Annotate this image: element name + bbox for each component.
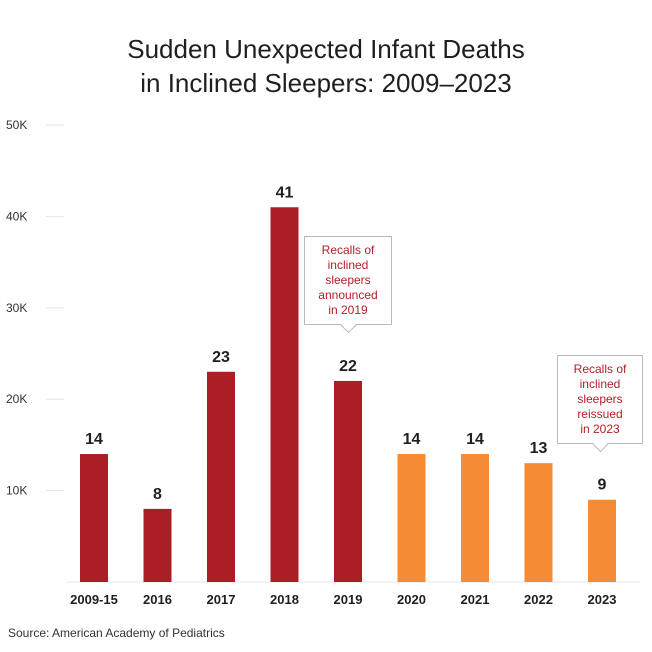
- y-tick-label: 30K: [6, 301, 27, 315]
- x-tick-label-2023: 2023: [588, 592, 617, 607]
- callout-2019-line-1: Recalls of: [321, 243, 375, 257]
- y-tick-label: 20K: [6, 392, 27, 406]
- data-label-2018: 41: [276, 184, 294, 201]
- bar-2020: [397, 454, 426, 582]
- data-label-2023: 9: [598, 477, 607, 494]
- bar-2019: [334, 380, 362, 582]
- callout-2019-line-5: in 2019: [328, 303, 368, 317]
- bar-2022: [524, 463, 553, 582]
- callout-2023-line-4: reissued: [577, 407, 623, 421]
- title-line-2: in Inclined Sleepers: 2009–2023: [140, 68, 512, 98]
- bar-2017: [207, 371, 235, 582]
- data-label-2021: 14: [466, 431, 484, 448]
- title-line-1: Sudden Unexpected Infant Deaths: [127, 34, 525, 64]
- data-label-2020: 14: [403, 431, 421, 448]
- callout-2023-line-2: inclined: [579, 377, 621, 391]
- y-tick-label: 50K: [6, 118, 27, 132]
- x-tick-label-2020: 2020: [397, 592, 426, 607]
- callout-2019-line-3: sleepers: [325, 273, 371, 287]
- callout-2019-line-2: inclined: [327, 258, 369, 272]
- data-label-2009-15: 14: [85, 431, 103, 448]
- x-tick-label-2021: 2021: [461, 592, 490, 607]
- x-tick-label-2019: 2019: [334, 592, 363, 607]
- x-tick-label-2009-15: 2009-15: [70, 592, 118, 607]
- bar-2021: [461, 454, 489, 582]
- x-tick-label-2016: 2016: [143, 592, 172, 607]
- callout-recalls-2023: Recalls of inclined sleepers reissued in…: [557, 355, 643, 444]
- x-tick-label-2022: 2022: [524, 592, 553, 607]
- callout-recalls-2019: Recalls of inclined sleepers announced i…: [304, 236, 392, 325]
- x-tick-label-2018: 2018: [270, 592, 299, 607]
- bar-2018: [270, 207, 299, 582]
- bar-2009-15: [80, 454, 108, 582]
- source-note: Source: American Academy of Pediatrics: [8, 626, 225, 640]
- data-label-2017: 23: [212, 349, 230, 366]
- callout-2019-line-4: announced: [318, 288, 378, 302]
- callout-2023-line-1: Recalls of: [573, 362, 627, 376]
- x-tick-label-2017: 2017: [207, 592, 236, 607]
- bar-2016: [143, 508, 172, 582]
- data-label-2016: 8: [153, 486, 162, 503]
- chart-title: Sudden Unexpected Infant Deaths in Incli…: [0, 32, 652, 100]
- data-label-2019: 22: [339, 358, 357, 375]
- data-label-2022: 13: [530, 440, 548, 457]
- callout-2023-line-3: sleepers: [577, 392, 623, 406]
- bar-2023: [588, 499, 616, 582]
- callout-2023-line-5: in 2023: [580, 422, 620, 436]
- y-tick-label: 40K: [6, 209, 27, 223]
- y-tick-label: 10K: [6, 484, 27, 498]
